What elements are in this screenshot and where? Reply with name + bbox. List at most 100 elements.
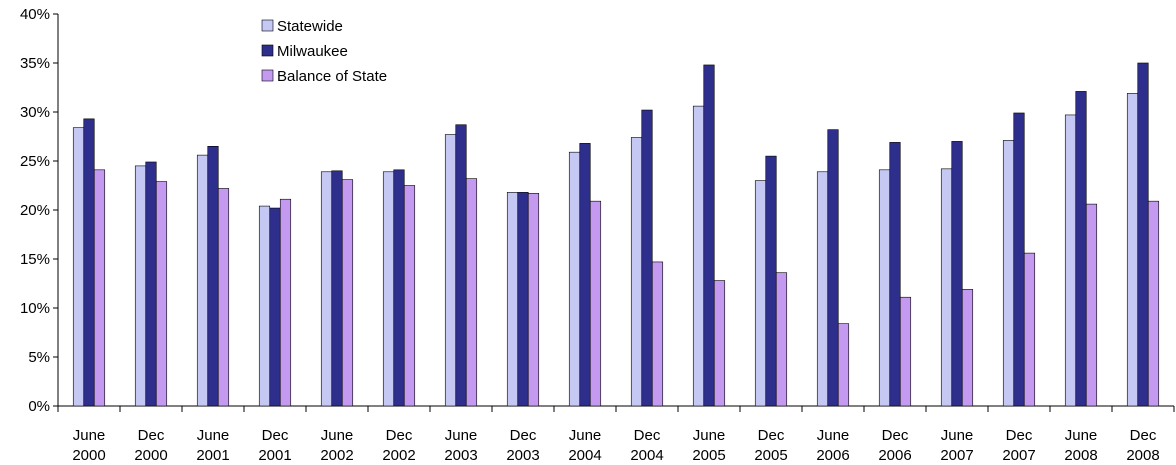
bar-balance-of-state bbox=[589, 200, 602, 407]
x-tick-label: Dec bbox=[510, 427, 537, 444]
bar-balance-of-state bbox=[1023, 252, 1036, 407]
x-tick-label: 2004 bbox=[630, 447, 663, 464]
x-tick-label: Dec bbox=[386, 427, 413, 444]
bar-balance-of-state bbox=[713, 280, 726, 407]
bar-balance-of-state bbox=[465, 178, 478, 407]
x-tick-label: 2001 bbox=[196, 447, 229, 464]
x-tick-label: Dec bbox=[138, 427, 165, 444]
x-tick-label: Dec bbox=[882, 427, 909, 444]
bars bbox=[72, 62, 1160, 407]
legend-swatch bbox=[261, 44, 274, 57]
bar-balance-of-state bbox=[837, 323, 850, 407]
x-tick-label: Dec bbox=[634, 427, 661, 444]
bar-balance-of-state bbox=[341, 179, 354, 407]
bar-statewide bbox=[196, 154, 209, 407]
x-tick-label: June bbox=[197, 427, 230, 444]
bar-balance-of-state bbox=[527, 193, 540, 407]
bar-milwaukee bbox=[703, 64, 715, 407]
bar-balance-of-state bbox=[155, 181, 168, 407]
bar-balance-of-state bbox=[403, 185, 416, 407]
legend-swatch bbox=[261, 19, 274, 32]
x-tick-label: June bbox=[817, 427, 850, 444]
bar-balance-of-state bbox=[1147, 200, 1160, 407]
bar-milwaukee bbox=[1075, 91, 1087, 407]
bar-statewide bbox=[1064, 114, 1077, 407]
x-tick-label: 2002 bbox=[382, 447, 415, 464]
x-tick-label: 2008 bbox=[1064, 447, 1097, 464]
legend-swatch bbox=[261, 69, 274, 82]
x-tick-label: 2003 bbox=[506, 447, 539, 464]
bar-balance-of-state bbox=[899, 296, 912, 407]
bar-statewide bbox=[72, 127, 85, 407]
x-tick-label: June bbox=[445, 427, 478, 444]
x-tick-label: June bbox=[73, 427, 106, 444]
bar-milwaukee bbox=[765, 155, 777, 407]
bar-statewide bbox=[1002, 140, 1015, 407]
y-tick-label: 40% bbox=[20, 6, 50, 23]
bar-milwaukee bbox=[517, 192, 529, 407]
x-tick-label: June bbox=[569, 427, 602, 444]
y-tick-label: 0% bbox=[28, 398, 50, 415]
bar-milwaukee bbox=[331, 170, 343, 407]
bar-statewide bbox=[444, 134, 457, 407]
y-tick-label: 30% bbox=[20, 104, 50, 121]
x-tick-label: 2004 bbox=[568, 447, 601, 464]
bar-statewide bbox=[630, 137, 643, 407]
bar-milwaukee bbox=[951, 141, 963, 407]
bar-statewide bbox=[382, 171, 395, 407]
bar-milwaukee bbox=[145, 161, 157, 407]
x-tick-label: June bbox=[321, 427, 354, 444]
bar-milwaukee bbox=[455, 124, 467, 407]
bar-milwaukee bbox=[83, 118, 95, 407]
bar-statewide bbox=[568, 151, 581, 407]
x-tick-label: 2007 bbox=[940, 447, 973, 464]
y-axis: 0% 5% 10% 15% 20% 25% 30% 35% 40% bbox=[20, 6, 59, 415]
bar-balance-of-state bbox=[93, 169, 106, 407]
y-tick-label: 15% bbox=[20, 251, 50, 268]
x-tick-label: 2001 bbox=[258, 447, 291, 464]
bar-balance-of-state bbox=[1085, 203, 1098, 407]
x-tick-label: 2008 bbox=[1126, 447, 1159, 464]
x-tick-label: Dec bbox=[1130, 427, 1157, 444]
bar-milwaukee bbox=[269, 207, 281, 407]
x-tick-label: June bbox=[693, 427, 726, 444]
x-tick-label: 2005 bbox=[692, 447, 725, 464]
bar-milwaukee bbox=[827, 129, 839, 407]
bar-statewide bbox=[754, 180, 767, 407]
bar-balance-of-state bbox=[651, 261, 664, 407]
x-tick-label: June bbox=[1065, 427, 1098, 444]
bar-milwaukee bbox=[207, 146, 219, 407]
y-tick-label: 10% bbox=[20, 300, 50, 317]
x-tick-label: 2006 bbox=[816, 447, 849, 464]
bar-statewide bbox=[506, 192, 519, 407]
y-tick-label: 5% bbox=[28, 349, 50, 366]
x-tick-label: Dec bbox=[1006, 427, 1033, 444]
x-tick-label: Dec bbox=[262, 427, 289, 444]
bar-milwaukee bbox=[579, 143, 591, 407]
bar-statewide bbox=[1126, 93, 1139, 407]
bar-balance-of-state bbox=[217, 188, 230, 407]
bar-statewide bbox=[134, 165, 147, 407]
bar-milwaukee bbox=[1137, 62, 1149, 407]
bar-statewide bbox=[878, 169, 891, 407]
y-tick-label: 35% bbox=[20, 55, 50, 72]
legend-label: Statewide bbox=[277, 18, 343, 35]
x-tick-label: 2005 bbox=[754, 447, 787, 464]
bar-milwaukee bbox=[393, 169, 405, 407]
x-tick-label: 2007 bbox=[1002, 447, 1035, 464]
x-tick-label: Dec bbox=[758, 427, 785, 444]
bar-balance-of-state bbox=[961, 289, 974, 407]
bar-statewide bbox=[816, 171, 829, 407]
bar-statewide bbox=[940, 168, 953, 407]
y-tick-label: 25% bbox=[20, 153, 50, 170]
x-tick-label: June bbox=[941, 427, 974, 444]
bar-milwaukee bbox=[889, 142, 901, 407]
x-tick-label: 2002 bbox=[320, 447, 353, 464]
bar-balance-of-state bbox=[279, 198, 292, 407]
bar-milwaukee bbox=[1013, 112, 1025, 407]
bar-balance-of-state bbox=[775, 272, 788, 407]
bar-milwaukee bbox=[641, 109, 653, 407]
legend-label: Balance of State bbox=[277, 68, 387, 85]
bar-statewide bbox=[320, 171, 333, 407]
